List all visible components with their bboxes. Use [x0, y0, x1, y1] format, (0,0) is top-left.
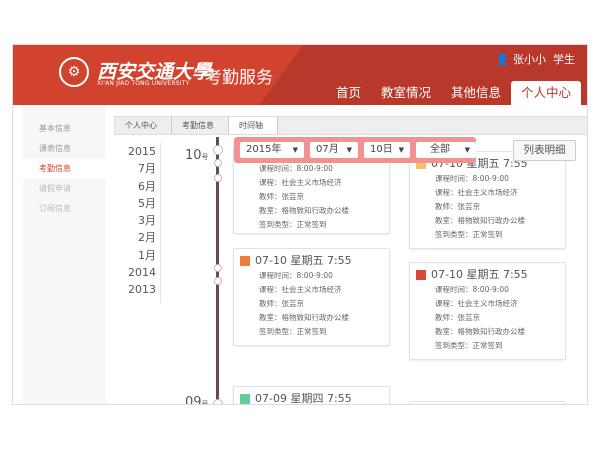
- timeline-dot: [213, 399, 223, 404]
- list-detail-button[interactable]: 列表明细: [513, 140, 576, 161]
- attendance-card: [409, 401, 566, 404]
- checkin-icon: [416, 270, 426, 280]
- day-label: 09号: [185, 395, 209, 405]
- app-window: ⚙ 西安交通大學 XI'AN JIAO TONG UNIVERSITY 考勤服务…: [12, 44, 588, 405]
- year-select[interactable]: 2015年 ▼: [240, 142, 304, 158]
- chevron-down-icon: ▼: [398, 146, 404, 154]
- year-item[interactable]: 2015: [128, 145, 156, 158]
- nav-other[interactable]: 其他信息: [450, 85, 501, 100]
- month-item[interactable]: 1月: [138, 248, 156, 262]
- university-name: 西安交通大學: [97, 61, 212, 83]
- timeline-dot: [214, 174, 222, 182]
- breadcrumb: 个人中心 考勤信息 时间轴: [114, 116, 587, 135]
- attendance-card: 07-10 星期五 7:55 课程时间：8:00-9:00 课程：社会主义市场经…: [233, 248, 390, 346]
- month-select[interactable]: 07月 ▼: [310, 142, 358, 158]
- sidebar-item-leave[interactable]: 请假申请: [39, 184, 71, 193]
- sidebar: 基本信息 课表信息 考勤信息 请假申请 订阅信息: [23, 105, 106, 404]
- day-select[interactable]: 10日 ▼: [364, 142, 410, 158]
- system-title: 考勤服务: [205, 68, 273, 88]
- checkin-icon: [416, 159, 426, 169]
- sidebar-item-attendance[interactable]: 考勤信息: [23, 159, 106, 179]
- checkin-icon: [240, 394, 250, 404]
- date-filter-bar: 2015年 ▼ 07月 ▼ 10日 ▼ 全部 ▼: [234, 137, 476, 163]
- header: ⚙ 西安交通大學 XI'AN JIAO TONG UNIVERSITY 考勤服务…: [13, 45, 587, 105]
- month-item[interactable]: 3月: [138, 214, 156, 228]
- breadcrumb-item-current: 时间轴: [229, 117, 278, 134]
- sidebar-item-subscribe[interactable]: 订阅信息: [39, 204, 71, 213]
- main-nav: 首页 教室情况 其他信息 个人中心: [326, 81, 581, 105]
- year-month-list: 2015 7月 6月 5月 3月 2月 1月 2014 2013: [113, 143, 161, 303]
- nav-home[interactable]: 首页: [335, 85, 361, 100]
- checkin-icon: [240, 256, 250, 266]
- timeline-dot: [214, 277, 222, 285]
- month-item[interactable]: 6月: [138, 179, 156, 193]
- attendance-card: 07-10 星期五 7:55 课程时间：8:00-9:00 课程：社会主义市场经…: [409, 262, 566, 360]
- sidebar-item-schedule[interactable]: 课表信息: [39, 144, 71, 153]
- university-name-en: XI'AN JIAO TONG UNIVERSITY: [97, 80, 190, 87]
- month-item-selected[interactable]: 7月: [138, 162, 156, 176]
- month-item[interactable]: 5月: [138, 196, 156, 210]
- nav-classroom[interactable]: 教室情况: [380, 85, 431, 100]
- user-icon: 👤: [495, 53, 510, 66]
- sidebar-item-basic[interactable]: 基本信息: [39, 124, 71, 133]
- user-info[interactable]: 👤 张小小 学生: [495, 53, 575, 66]
- timeline-dot: [214, 264, 222, 272]
- day-label: 10号: [185, 148, 209, 163]
- attendance-card: 07-09 星期四 7:55: [233, 386, 390, 404]
- year-item[interactable]: 2014: [128, 266, 156, 280]
- timeline-dot: [214, 159, 222, 167]
- month-item[interactable]: 2月: [138, 231, 156, 245]
- year-item[interactable]: 2013: [128, 283, 156, 297]
- breadcrumb-item[interactable]: 考勤信息: [172, 117, 229, 134]
- attendance-card: 07-10 星期五 7:55 课程时间：8:00-9:00 课程：社会主义市场经…: [409, 151, 566, 249]
- chevron-down-icon: ▼: [292, 146, 298, 154]
- breadcrumb-item[interactable]: 个人中心: [115, 117, 172, 134]
- timeline-dot: [213, 145, 223, 155]
- type-select[interactable]: 全部 ▼: [416, 142, 476, 158]
- chevron-down-icon: ▼: [346, 146, 352, 154]
- chevron-down-icon: ▼: [464, 146, 470, 154]
- university-logo-icon: ⚙: [59, 57, 89, 87]
- nav-personal[interactable]: 个人中心: [510, 81, 581, 105]
